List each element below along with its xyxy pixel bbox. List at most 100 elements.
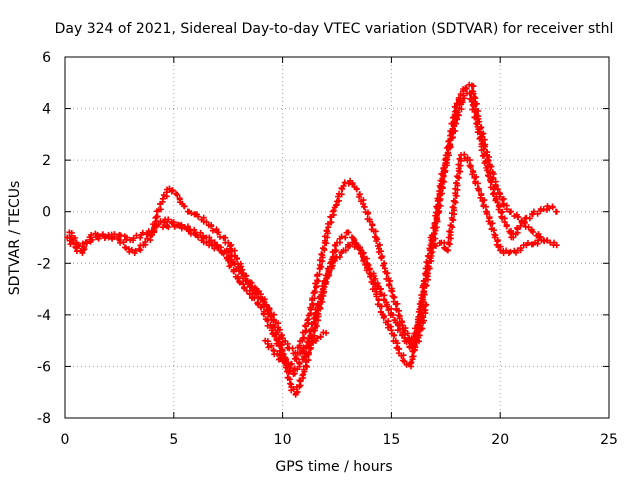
data-point xyxy=(380,296,387,303)
data-point xyxy=(234,255,241,262)
data-point xyxy=(480,152,487,159)
data-point xyxy=(404,330,411,337)
y-tick-label: 4 xyxy=(42,102,51,118)
data-point xyxy=(300,334,307,341)
data-point xyxy=(338,191,345,198)
y-tick-label: 2 xyxy=(42,153,51,169)
data-point xyxy=(159,195,166,202)
data-point xyxy=(213,226,220,233)
data-point xyxy=(475,187,482,194)
data-point xyxy=(265,344,272,351)
data-point xyxy=(225,249,232,256)
data-point xyxy=(371,285,378,292)
x-tick-label: 15 xyxy=(382,432,400,448)
data-point xyxy=(473,100,480,107)
data-point xyxy=(411,342,418,349)
x-tick-label: 20 xyxy=(491,432,509,448)
data-point xyxy=(472,95,479,102)
data-point xyxy=(67,241,74,248)
data-point xyxy=(418,325,425,332)
data-point xyxy=(315,300,322,307)
data-point xyxy=(420,296,427,303)
data-point xyxy=(263,301,270,308)
data-point xyxy=(342,247,349,254)
data-point xyxy=(474,116,481,123)
data-point xyxy=(75,242,82,249)
data-point xyxy=(346,242,353,249)
data-point xyxy=(76,243,83,250)
data-point xyxy=(441,244,448,251)
data-point xyxy=(324,228,331,235)
data-point xyxy=(540,237,547,244)
data-point xyxy=(315,278,322,285)
data-point xyxy=(517,222,524,229)
data-point xyxy=(302,323,309,330)
data-point xyxy=(501,219,508,226)
data-point xyxy=(524,239,531,246)
data-point xyxy=(350,239,357,246)
data-point xyxy=(165,224,172,231)
x-tick-label: 25 xyxy=(600,432,618,448)
data-point xyxy=(268,342,275,349)
data-point xyxy=(436,209,443,216)
data-point xyxy=(490,174,497,181)
data-point xyxy=(157,206,164,213)
data-point xyxy=(486,214,493,221)
data-point xyxy=(331,248,338,255)
data-point xyxy=(452,127,459,134)
data-point xyxy=(514,226,521,233)
data-point xyxy=(386,281,393,288)
data-point xyxy=(473,120,480,127)
y-axis-label: SDTVAR / TECUs xyxy=(7,181,23,296)
data-point xyxy=(288,360,295,367)
data-point xyxy=(421,307,428,314)
y-tick-label: -8 xyxy=(37,411,51,427)
data-point xyxy=(399,331,406,338)
data-point xyxy=(432,242,439,249)
data-point xyxy=(480,130,487,137)
data-point xyxy=(166,185,173,192)
data-point xyxy=(220,250,227,257)
data-point xyxy=(319,252,326,259)
data-point xyxy=(165,216,172,223)
data-point xyxy=(171,223,178,230)
data-point xyxy=(251,295,258,302)
x-tick-label: 10 xyxy=(274,432,292,448)
data-point xyxy=(215,229,222,236)
data-point xyxy=(314,307,321,314)
data-point xyxy=(455,112,462,119)
data-point xyxy=(300,344,307,351)
data-point xyxy=(317,333,324,340)
data-point xyxy=(264,317,271,324)
data-point xyxy=(553,208,560,215)
data-point xyxy=(360,203,367,210)
data-point xyxy=(111,233,118,240)
data-point xyxy=(311,295,318,302)
data-point xyxy=(197,229,204,236)
data-point xyxy=(407,360,414,367)
data-point xyxy=(159,224,166,231)
data-point xyxy=(503,206,510,213)
data-point xyxy=(217,244,224,251)
data-point xyxy=(296,360,303,367)
data-point xyxy=(193,232,200,239)
data-point xyxy=(139,229,146,236)
data-point xyxy=(364,210,371,217)
data-point xyxy=(479,140,486,147)
data-point xyxy=(81,244,88,251)
data-point xyxy=(342,234,349,241)
data-point xyxy=(447,222,454,229)
data-point xyxy=(336,254,343,261)
data-point xyxy=(332,242,339,249)
data-point xyxy=(305,357,312,364)
y-tick-label: -2 xyxy=(37,256,51,272)
data-point xyxy=(311,288,318,295)
data-point xyxy=(241,284,248,291)
data-point xyxy=(240,281,247,288)
data-point xyxy=(268,327,275,334)
data-point xyxy=(401,358,408,365)
data-point xyxy=(260,310,267,317)
data-point xyxy=(216,233,223,240)
data-point xyxy=(423,301,430,308)
data-point xyxy=(321,283,328,290)
